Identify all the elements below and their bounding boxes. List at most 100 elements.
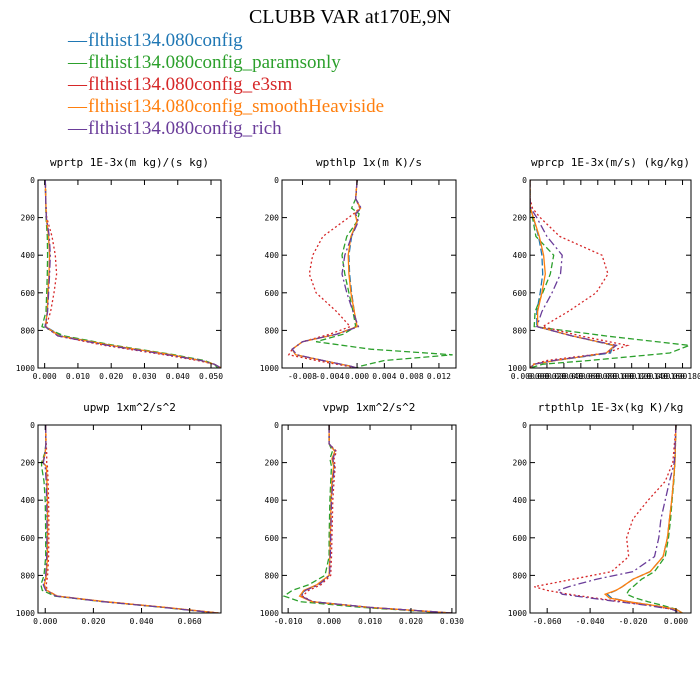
y-tick-label: 600 (513, 289, 528, 298)
x-tick-label: 0.000060 (562, 372, 601, 381)
series-line (291, 180, 362, 368)
legend-item: —flthist134.080config_rich (68, 118, 384, 140)
y-tick-label: 600 (21, 534, 36, 543)
series-line (625, 425, 683, 613)
x-tick-label: 0.020 (99, 372, 123, 381)
series-line (291, 180, 363, 368)
y-tick-label: 800 (513, 571, 528, 580)
x-tick-label: 0.000000 (511, 372, 550, 381)
x-tick-label: 0.060 (178, 617, 202, 626)
figure-title: CLUBB VAR at170E,9N (248, 6, 452, 28)
series-line (42, 425, 219, 613)
y-tick-label: 800 (21, 571, 36, 580)
plot-frame (37, 424, 222, 614)
x-tick-label: 0.000160 (646, 372, 685, 381)
y-tick-label: 0 (274, 421, 279, 430)
plot-frame (529, 179, 692, 369)
chart-panel: wprtp 1E-3x(m kg)/(s kg) 0 200 400 600 800 100… (16, 156, 224, 381)
y-tick-label: 600 (265, 289, 280, 298)
x-tick-label: 0.000120 (612, 372, 651, 381)
series-line (300, 425, 452, 613)
y-tick-label: 0 (522, 421, 527, 430)
panel-title: wpthlp 1x(m K)/s (316, 156, 422, 169)
y-tick-label: 1000 (16, 364, 35, 373)
y-tick-label: 0 (30, 421, 35, 430)
legend-label: flthist134.080config_e3sm (88, 74, 293, 95)
y-tick-label: 800 (265, 326, 280, 335)
legend-label: flthist134.080config_paramsonly (88, 52, 341, 73)
series-line (299, 425, 452, 613)
plot-frame (37, 179, 222, 369)
y-tick-label: 400 (265, 496, 280, 505)
x-tick-label: 0.040 (166, 372, 190, 381)
x-tick-label: -0.040 (576, 617, 605, 626)
series-line (530, 180, 630, 368)
y-tick-label: 800 (265, 571, 280, 580)
y-tick-label: 400 (265, 251, 280, 260)
x-tick-label: 0.010 (66, 372, 90, 381)
x-tick-label: 0.000 (664, 617, 688, 626)
chart-panel: wprcp 1E-3x(m/s) (kg/kg) 0 200 400 600 800 100… (508, 156, 700, 381)
chart-panel: wpthlp 1x(m K)/s 0 200 400 600 800 1000 -0.008-… (260, 156, 457, 381)
y-tick-label: 1000 (508, 609, 527, 618)
y-tick-label: 400 (21, 496, 36, 505)
x-tick-label: -0.010 (274, 617, 303, 626)
x-tick-label: 0.000 (33, 372, 57, 381)
y-tick-label: 200 (265, 214, 280, 223)
series-line (291, 180, 362, 368)
panel-title: rtpthlp 1E-3x(kg K)/kg (538, 401, 684, 414)
x-tick-label: 0.000020 (528, 372, 567, 381)
series-line (44, 180, 221, 368)
y-tick-label: 400 (513, 496, 528, 505)
series-line (41, 180, 219, 368)
series-line (315, 180, 453, 368)
x-tick-label: 0.000140 (629, 372, 668, 381)
x-tick-label: 0.008 (400, 372, 424, 381)
x-tick-label: -0.020 (619, 617, 648, 626)
y-tick-label: 600 (513, 534, 528, 543)
x-tick-label: 0.004 (372, 372, 396, 381)
x-tick-label: 0.020 (81, 617, 105, 626)
x-tick-label: 0.010 (358, 617, 382, 626)
x-tick-label: -0.060 (533, 617, 562, 626)
series-line (530, 180, 614, 368)
chart-panel: vpwp 1xm^2/s^2 0 200 400 600 800 1000-0.010 0.0… (260, 401, 464, 626)
plot-frame (529, 424, 692, 614)
y-tick-label: 400 (21, 251, 36, 260)
x-tick-label: -0.008 (288, 372, 317, 381)
legend-item: —flthist134.080config_paramsonly (68, 52, 384, 74)
y-tick-label: 200 (513, 459, 528, 468)
y-tick-label: 0 (274, 176, 279, 185)
legend-label: flthist134.080config_rich (88, 118, 282, 139)
series-line (42, 425, 219, 613)
y-tick-label: 1000 (260, 364, 279, 373)
y-tick-label: 1000 (508, 364, 527, 373)
series-line (45, 425, 219, 613)
series-line (301, 425, 452, 613)
x-tick-label: 0.000040 (545, 372, 584, 381)
x-tick-label: 0.000 (33, 617, 57, 626)
y-tick-label: 800 (21, 326, 36, 335)
series-line (530, 180, 690, 368)
series-line (44, 180, 221, 368)
panel-title: wprcp 1E-3x(m/s) (kg/kg) (531, 156, 690, 169)
series-line (534, 425, 681, 613)
series-line (556, 425, 681, 613)
series-line (298, 425, 452, 613)
y-tick-label: 600 (21, 289, 36, 298)
x-tick-label: 0.012 (427, 372, 451, 381)
y-tick-label: 1000 (16, 609, 35, 618)
plot-frame (281, 179, 457, 369)
legend-label: flthist134.080config_smoothHeaviside (88, 96, 385, 117)
series-line (42, 425, 217, 613)
y-tick-label: 0 (522, 176, 527, 185)
x-tick-label: 0.000 (345, 372, 369, 381)
x-tick-label: 0.000080 (579, 372, 618, 381)
legend: —flthist134.080config —flthist134.080con… (68, 30, 384, 140)
y-tick-label: 200 (21, 214, 36, 223)
y-tick-label: 400 (513, 251, 528, 260)
y-tick-label: 0 (30, 176, 35, 185)
y-tick-label: 1000 (260, 609, 279, 618)
